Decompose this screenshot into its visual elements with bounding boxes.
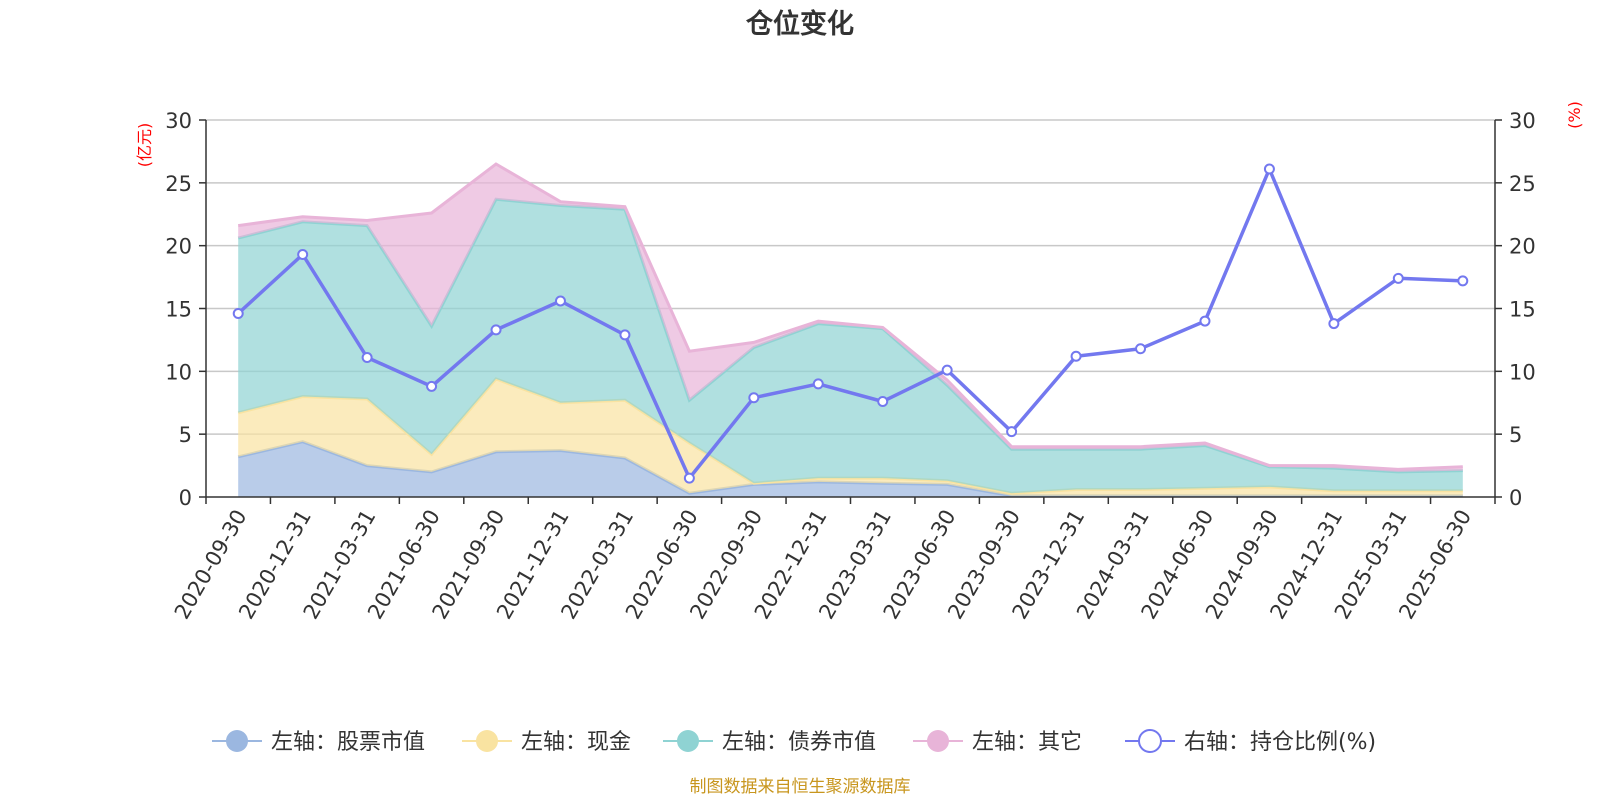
ratio-point: [941, 364, 953, 376]
ratio-point: [1392, 272, 1404, 284]
legend-label: 左轴：债券市值: [722, 730, 876, 755]
right-axis-unit: (%): [1565, 101, 1584, 129]
legend-item: 左轴：现金: [462, 730, 631, 755]
area-fill: [238, 199, 1463, 494]
chart-title: 仓位变化: [745, 8, 854, 40]
ratio-point: [1457, 275, 1469, 287]
legend-item: 左轴：其它: [913, 730, 1082, 755]
legend-marker: [677, 730, 699, 752]
legend-item: 右轴：持仓比例(%): [1125, 729, 1376, 755]
legend-marker: [226, 730, 248, 752]
left-y-tick-label: 20: [165, 235, 192, 259]
left-y-tick-label: 10: [165, 360, 192, 384]
right-y-tick-label: 20: [1509, 235, 1536, 259]
legend-marker: [1138, 729, 1162, 753]
ratio-point: [1070, 350, 1082, 362]
ratio-point: [361, 352, 373, 364]
left-y-tick-label: 0: [179, 486, 192, 510]
ratio-point: [426, 380, 438, 392]
data-source-label: 制图数据来自恒生聚源数据库: [690, 777, 911, 797]
ratio-point: [297, 248, 309, 260]
legend-label: 左轴：股票市值: [271, 730, 425, 755]
ratio-point: [877, 395, 889, 407]
right-y-tick-label: 15: [1509, 298, 1536, 322]
right-y-tick-label: 30: [1509, 109, 1536, 133]
ratio-line: [237, 167, 1463, 480]
left-y-tick-label: 15: [165, 298, 192, 322]
left-y-tick-label: 30: [165, 109, 192, 133]
ratio-point: [748, 392, 760, 404]
area-fill: [238, 441, 1463, 497]
area-edge: [237, 162, 1463, 471]
ratio-point: [683, 472, 695, 484]
legend-marker: [476, 730, 498, 752]
legend-marker: [927, 730, 949, 752]
ratio-point: [1328, 318, 1340, 330]
left-axis-unit: (亿元): [135, 123, 154, 168]
ratio-point: [812, 378, 824, 390]
legend-label: 左轴：现金: [521, 730, 631, 755]
ratio-point: [232, 308, 244, 320]
legend-item: 左轴：股票市值: [212, 730, 425, 755]
legend-label: 右轴：持仓比例(%): [1184, 730, 1376, 755]
left-y-tick-label: 25: [165, 172, 192, 196]
right-y-tick-label: 0: [1509, 486, 1522, 510]
area-fill: [238, 378, 1463, 496]
right-y-tick-label: 10: [1509, 360, 1536, 384]
ratio-point: [554, 295, 566, 307]
ratio-point: [1006, 426, 1018, 438]
ratio-point: [619, 329, 631, 341]
legend-label: 左轴：其它: [972, 730, 1082, 755]
ratio-point: [490, 324, 502, 336]
ratio-point: [1199, 315, 1211, 327]
legend-item: 左轴：债券市值: [663, 730, 876, 755]
ratio-point: [1135, 343, 1147, 355]
right-y-tick-label: 25: [1509, 172, 1536, 196]
left-y-tick-label: 5: [179, 423, 192, 447]
right-y-tick-label: 5: [1509, 423, 1522, 447]
ratio-point: [1263, 163, 1275, 175]
